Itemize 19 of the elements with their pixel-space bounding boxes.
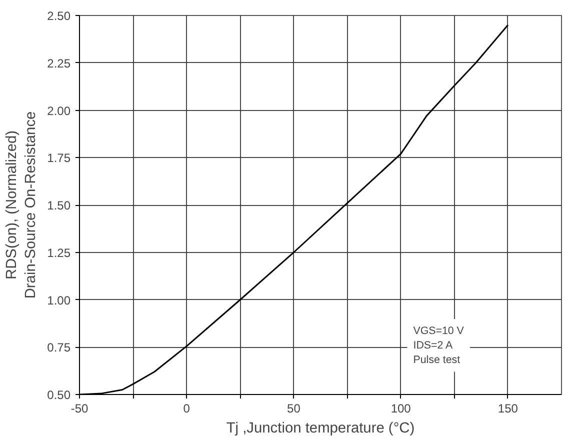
y-tick-label: 1.25 (47, 246, 71, 260)
annotation: Pulse test (413, 354, 460, 366)
y-tick-label: 1.00 (47, 293, 71, 308)
y-tick-label: 1.75 (47, 151, 71, 166)
x-tick-label: 150 (498, 402, 518, 416)
y-tick-label: 2.00 (47, 104, 71, 118)
y-tick-label: 0.75 (47, 340, 71, 355)
y-tick-label: 2.25 (47, 56, 71, 70)
y-tick-label: 1.50 (47, 198, 71, 212)
y-axis-title: RDS(on), (Normalized) Drain-Source On-Resistance (4, 111, 40, 299)
x-tick-label: 0 (183, 402, 190, 416)
annotation: IDS=2 A (413, 339, 454, 352)
x-tick-label: 50 (287, 402, 301, 416)
annotation: VGS=10 V (413, 324, 465, 337)
y-tick-label: 2.50 (47, 9, 71, 23)
y-tick-label: 0.50 (47, 388, 71, 402)
x-tick-label: -50 (70, 402, 88, 416)
x-tick-label: 100 (390, 402, 412, 416)
x-axis-title: Tj ,Junction temperature (°C) (226, 420, 415, 436)
